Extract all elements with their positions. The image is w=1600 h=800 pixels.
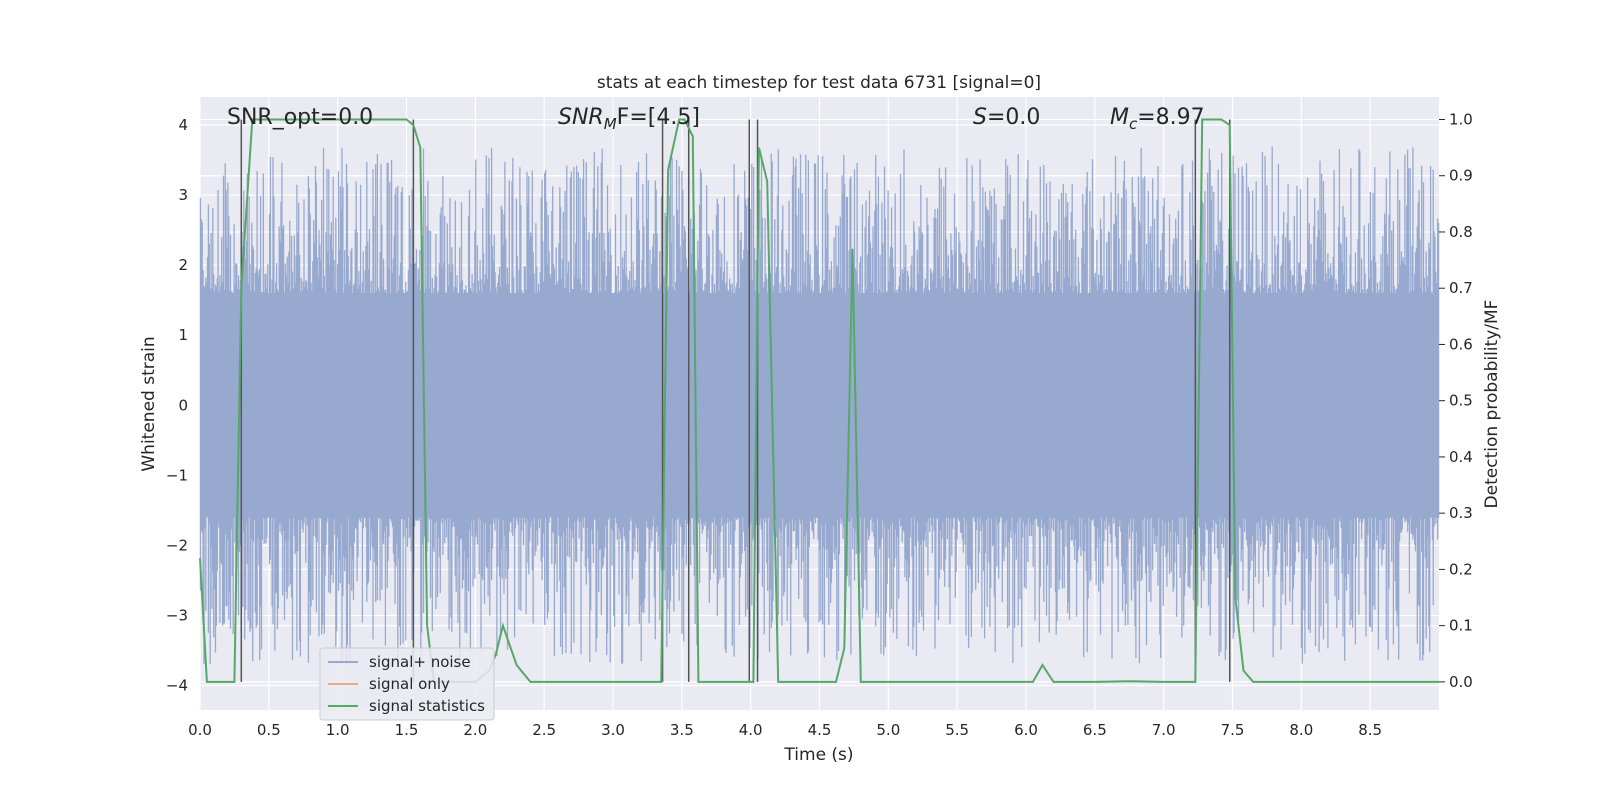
snr-mf-rest: F=[4.5]	[617, 105, 700, 130]
y-right-ticks: 1.0 0.9 0.8 0.7 0.6 0.5 0.4 0.3 0.2 0.1 0.0	[1439, 110, 1473, 691]
x-tick-label-1: 0.5	[257, 721, 281, 739]
y-tick-label-0: 4	[178, 116, 188, 134]
s-rest: =0.0	[987, 105, 1040, 130]
legend-label-signal-only: signal only	[369, 675, 450, 693]
legend-label-noise: signal+ noise	[369, 653, 471, 671]
y-right-tick-label-10: 0.0	[1449, 673, 1473, 691]
noise-waveform	[199, 146, 1440, 665]
mc-subscript: c	[1129, 115, 1138, 133]
y-right-tick-label-5: 0.5	[1449, 392, 1473, 410]
mc-annotation: Mc=8.97	[1110, 105, 1205, 133]
y-tick-label-5: −1	[166, 466, 188, 484]
snr-opt-annotation: SNR_opt=0.0	[227, 105, 373, 130]
y-right-tick-label-1: 0.9	[1449, 167, 1473, 185]
x-tick-label-8: 4.0	[739, 721, 763, 739]
x-tick-label-6: 3.0	[601, 721, 625, 739]
x-tick-label-14: 7.0	[1152, 721, 1176, 739]
x-tick-label-4: 2.0	[463, 721, 487, 739]
x-tick-label-13: 6.5	[1083, 721, 1107, 739]
x-tick-label-17: 8.5	[1358, 721, 1382, 739]
y-right-tick-label-8: 0.2	[1449, 560, 1473, 578]
snr-mf-subscript: M	[604, 115, 617, 133]
x-ticks: 0.0 0.5 1.0 1.5 2.0 2.5 3.0 3.5 4.0 4.5 5.0 5.5 6.0 6…	[188, 721, 1382, 739]
legend: signal+ noise signal only signal statist…	[319, 647, 495, 721]
y-tick-label-6: −2	[166, 536, 188, 554]
snr-mf-main: SNR	[558, 105, 604, 130]
x-tick-label-0: 0.0	[188, 721, 212, 739]
y-right-tick-label-7: 0.3	[1449, 504, 1473, 522]
x-tick-label-2: 1.0	[326, 721, 350, 739]
x-tick-label-11: 5.5	[945, 721, 969, 739]
mc-main: M	[1110, 105, 1129, 130]
x-tick-label-9: 4.5	[808, 721, 832, 739]
y-tick-label-7: −3	[166, 606, 188, 624]
statistics-series	[199, 118, 1439, 683]
y-right-tick-label-3: 0.7	[1449, 279, 1473, 297]
y-right-tick-label-4: 0.6	[1449, 335, 1473, 353]
x-tick-label-7: 3.5	[670, 721, 694, 739]
s-annotation: S=0.0	[973, 105, 1040, 130]
x-tick-label-10: 5.0	[876, 721, 900, 739]
y-tick-label-3: 1	[178, 326, 188, 344]
y-ticks: 4 3 2 1 0 −1 −2 −3 −4	[166, 116, 188, 694]
y-right-tick-label-9: 0.1	[1449, 617, 1473, 635]
y-right-tick-label-6: 0.4	[1449, 448, 1473, 466]
mc-rest: =8.97	[1137, 105, 1204, 130]
legend-label-statistics: signal statistics	[369, 697, 485, 715]
y-tick-label-8: −4	[166, 676, 188, 694]
s-main: S	[973, 105, 987, 130]
statistics-line	[199, 118, 1439, 683]
x-tick-label-3: 1.5	[395, 721, 419, 739]
x-tick-label-15: 7.5	[1221, 721, 1245, 739]
x-tick-label-5: 2.5	[532, 721, 556, 739]
x-tick-label-12: 6.0	[1014, 721, 1038, 739]
y-tick-label-1: 3	[178, 186, 188, 204]
legend-box	[319, 647, 495, 721]
x-axis-label: Time (s)	[783, 745, 853, 765]
y-right-tick-label-2: 0.8	[1449, 223, 1473, 241]
chart-title: stats at each timestep for test data 673…	[597, 73, 1041, 93]
y-tick-label-4: 0	[178, 396, 188, 414]
y-tick-label-2: 2	[178, 256, 188, 274]
y-right-axis-label: Detection probability/MF	[1482, 300, 1502, 509]
x-tick-label-16: 8.0	[1289, 721, 1313, 739]
y-right-tick-label-0: 1.0	[1449, 110, 1473, 128]
y-axis-label: Whitened strain	[139, 336, 159, 471]
snr-mf-annotation: SNRMF=[4.5]	[558, 105, 700, 133]
